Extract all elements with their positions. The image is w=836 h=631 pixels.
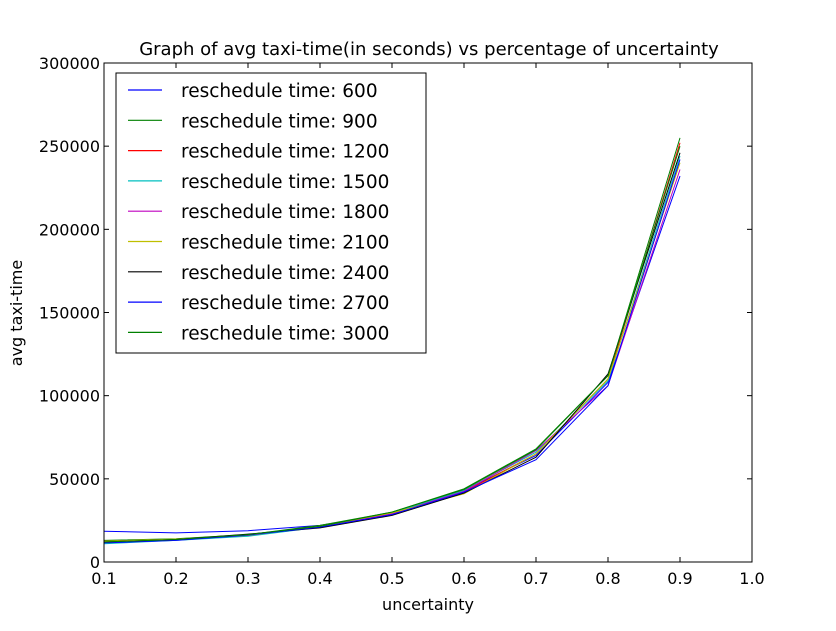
y-tick-label: 300000	[39, 54, 100, 73]
legend-label: reschedule time: 2400	[181, 263, 389, 284]
legend-label: reschedule time: 2700	[181, 293, 389, 314]
x-tick-label: 0.1	[91, 569, 116, 588]
x-tick-label: 0.2	[163, 569, 188, 588]
legend-label: reschedule time: 3000	[181, 323, 389, 344]
series-layer	[103, 137, 681, 545]
y-tick-label: 0	[90, 553, 100, 572]
series-line-9	[103, 146, 681, 543]
x-tick-label: 0.7	[523, 569, 548, 588]
legend-label: reschedule time: 1200	[181, 142, 389, 163]
y-tick-label: 150000	[39, 304, 100, 323]
x-tick-label: 0.5	[379, 569, 404, 588]
x-tick-label: 0.3	[235, 569, 260, 588]
legend: reschedule time: 600 reschedule time: 900…	[115, 72, 427, 354]
x-tick-label: 1.0	[739, 569, 764, 588]
axis-ticks: 0.1 0.2 0.3 0.4 0.5 0.6 0.7 0.8 0.9 1.0 0 50000 1000…	[39, 54, 765, 588]
legend-label: reschedule time: 1800	[181, 202, 389, 223]
x-tick-label: 0.4	[307, 569, 332, 588]
chart-title: Graph of avg taxi-time(in seconds) vs pe…	[139, 39, 719, 60]
legend-label: reschedule time: 1500	[181, 172, 389, 193]
x-tick-label: 0.8	[595, 569, 620, 588]
legend-label: reschedule time: 2100	[181, 233, 389, 254]
y-tick-label: 200000	[39, 220, 100, 239]
series-line-8	[103, 159, 681, 544]
legend-label: reschedule time: 900	[181, 111, 378, 132]
y-axis-label: avg taxi-time	[7, 260, 26, 366]
y-tick-label: 100000	[39, 387, 100, 406]
y-tick-label: 250000	[39, 137, 100, 156]
legend-box	[115, 72, 427, 354]
x-axis-label: uncertainty	[382, 595, 474, 614]
y-tick-label: 50000	[49, 470, 100, 489]
legend-label: reschedule time: 600	[181, 81, 378, 102]
x-tick-label: 0.9	[667, 569, 692, 588]
x-tick-label: 0.6	[451, 569, 476, 588]
